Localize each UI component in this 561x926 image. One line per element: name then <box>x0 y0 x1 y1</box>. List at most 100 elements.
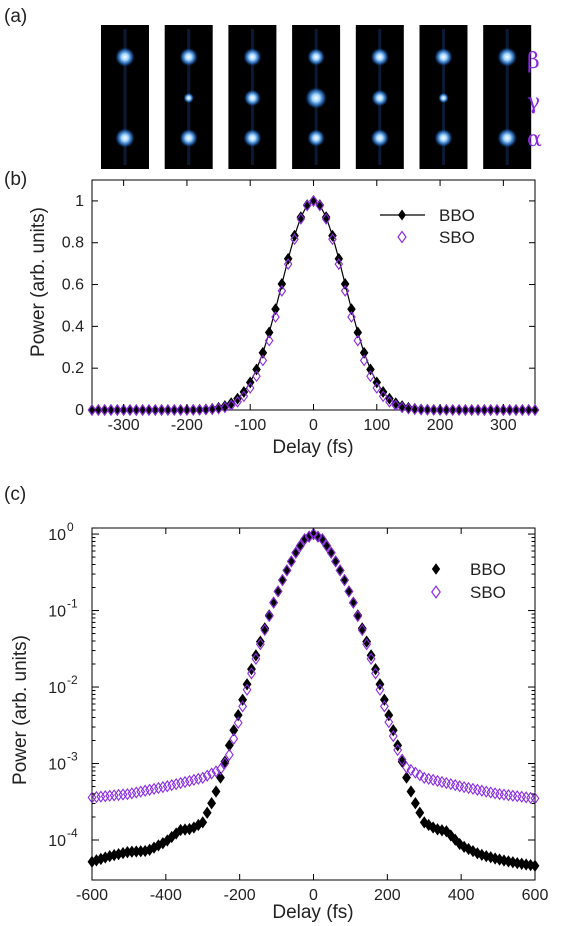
data-point-sbo <box>379 700 389 713</box>
y-axis-label-b: Power (arb. units) <box>28 207 49 357</box>
data-point-bbo <box>410 797 420 810</box>
data-point-bbo <box>384 708 394 722</box>
data-point-bbo <box>202 806 212 819</box>
data-point-bbo <box>224 739 234 752</box>
data-point-sbo <box>145 783 155 796</box>
data-point-sbo <box>138 404 147 416</box>
data-point-bbo <box>402 771 411 784</box>
data-point-sbo <box>448 404 458 416</box>
x-tick-label-c: 200 <box>374 887 401 904</box>
x-tick-label-c: 0 <box>309 887 318 904</box>
data-point-sbo <box>416 403 426 416</box>
beam-spot <box>243 47 262 67</box>
data-point-bbo <box>385 392 394 405</box>
data-point-sbo <box>252 370 261 383</box>
data-point-sbo <box>347 311 356 323</box>
data-point-bbo <box>340 278 350 290</box>
data-point-sbo <box>193 772 203 786</box>
data-point-sbo <box>473 404 483 416</box>
data-point-sbo <box>113 404 122 416</box>
y-tick-label-b: 0.6 <box>62 277 84 294</box>
data-point-sbo <box>157 404 166 416</box>
data-point-bbo <box>366 649 376 662</box>
data-point-sbo <box>302 199 312 212</box>
data-point-sbo <box>296 212 306 225</box>
data-point-sbo <box>290 233 299 246</box>
data-point-sbo <box>176 404 185 416</box>
y-tick-label-b: 1 <box>75 193 84 210</box>
data-point-sbo <box>518 404 527 416</box>
data-point-sbo <box>182 404 192 416</box>
data-point-sbo <box>397 401 407 414</box>
x-axis-label-b: Delay (fs) <box>272 437 353 458</box>
data-point-bbo <box>296 211 306 224</box>
data-point-bbo <box>415 806 425 819</box>
data-point-sbo <box>211 765 221 778</box>
data-point-bbo <box>362 635 372 648</box>
data-point-sbo <box>207 767 217 780</box>
data-point-sbo <box>233 395 242 408</box>
data-point-bbo <box>229 724 239 737</box>
x-tick-label-c: -600 <box>76 887 108 904</box>
data-point-sbo <box>201 403 211 416</box>
data-point-sbo <box>397 753 407 766</box>
data-point-bbo <box>220 755 230 768</box>
x-axis-label-c: Delay (fs) <box>272 902 353 923</box>
data-point-sbo <box>271 311 280 323</box>
legend-c: BBO SBO <box>431 560 506 602</box>
data-point-sbo <box>283 258 293 271</box>
y-tick-label-b: 0.2 <box>62 360 84 377</box>
beam-spot <box>434 47 453 67</box>
y-tick-exponent-c: -2 <box>67 673 78 687</box>
plot-area-c <box>87 527 540 881</box>
legend-b: BBO SBO <box>380 206 475 247</box>
data-point-bbo <box>264 326 274 339</box>
data-point-sbo <box>340 573 349 587</box>
data-point-sbo <box>264 609 274 623</box>
data-point-sbo <box>309 527 318 541</box>
data-point-bbo <box>397 755 407 768</box>
beam-spot <box>243 89 261 107</box>
data-point-sbo <box>357 623 367 637</box>
data-point-sbo <box>100 790 110 803</box>
data-point-sbo <box>273 585 283 598</box>
data-point-sbo <box>105 789 115 802</box>
data-point-sbo <box>404 402 413 415</box>
data-point-sbo <box>435 404 445 416</box>
data-point-sbo <box>321 212 331 225</box>
data-point-bbo <box>277 278 287 290</box>
data-point-bbo <box>198 816 208 829</box>
y-tick-label-c: 10 <box>48 833 66 850</box>
data-point-bbo <box>366 363 375 376</box>
data-point-sbo <box>96 790 106 803</box>
data-point-sbo <box>278 573 287 587</box>
data-point-sbo <box>353 609 363 623</box>
x-tick-label-b: 100 <box>363 417 390 434</box>
data-point-sbo <box>242 683 252 696</box>
data-point-sbo <box>233 716 243 729</box>
data-point-sbo <box>189 773 199 787</box>
data-point-sbo <box>331 555 341 568</box>
data-point-sbo <box>151 404 160 416</box>
data-point-bbo <box>328 229 337 242</box>
data-point-sbo <box>255 638 265 651</box>
x-tick-label-b: 300 <box>490 417 517 434</box>
data-point-sbo <box>171 777 181 791</box>
data-point-sbo <box>366 652 376 665</box>
data-point-sbo <box>402 761 411 774</box>
data-point-sbo <box>505 404 514 416</box>
data-point-sbo <box>375 683 385 696</box>
data-point-sbo <box>423 403 432 416</box>
ticks-c: -600 -400 -200 0 200 400 60010-410-310-210-110… <box>48 520 548 904</box>
legend-label-bbo: BBO <box>439 206 475 225</box>
y-tick-exponent-c: -1 <box>67 597 78 611</box>
data-point-bbo <box>424 818 434 832</box>
data-point-sbo <box>385 395 394 408</box>
data-point-bbo <box>255 635 265 648</box>
label-alpha: α <box>527 127 542 152</box>
data-point-bbo <box>530 859 540 872</box>
data-point-sbo <box>92 790 101 804</box>
beam-spot <box>183 92 194 104</box>
data-point-sbo <box>136 785 146 798</box>
